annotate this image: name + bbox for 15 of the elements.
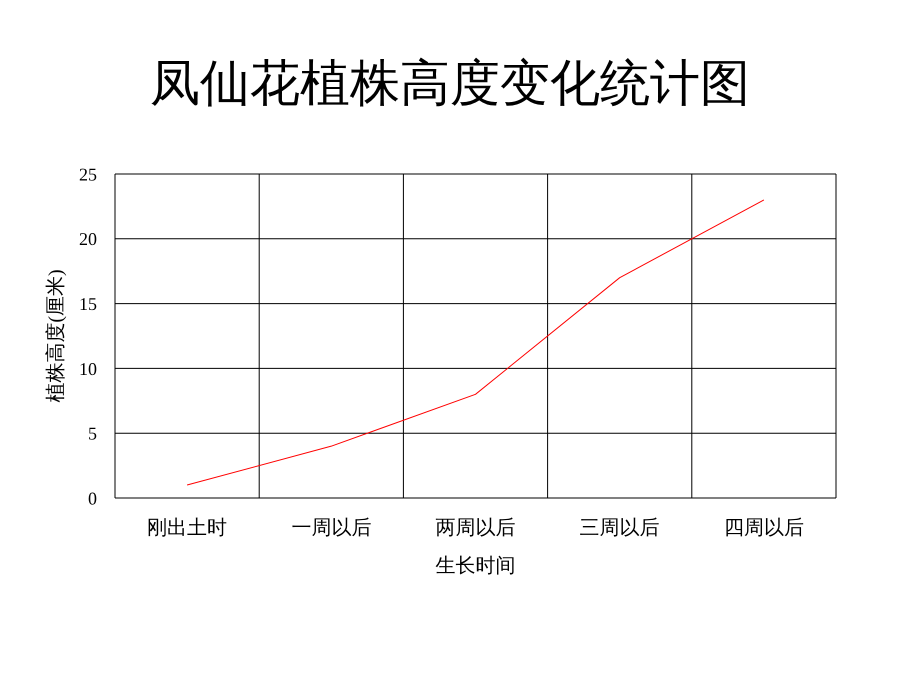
x-tick-label: 两周以后 <box>436 517 516 540</box>
y-tick-label: 0 <box>88 488 97 508</box>
y-tick-label: 10 <box>79 358 97 379</box>
line-series <box>186 199 764 486</box>
x-tick-label: 刚出土时 <box>147 517 228 540</box>
x-axis-title: 生长时间 <box>436 555 516 577</box>
y-tick-label: 20 <box>79 229 97 250</box>
chart-title: 凤仙花植株高度变化统计图 <box>149 54 751 112</box>
x-tick-label: 三周以后 <box>580 517 660 540</box>
y-tick-label: 15 <box>79 294 97 314</box>
x-tick-label: 四周以后 <box>724 517 804 540</box>
x-tick-label: 一周以后 <box>291 517 372 540</box>
y-tick-label: 25 <box>79 164 97 184</box>
y-tick-label: 5 <box>88 424 97 444</box>
y-axis-title: 植株高度(厘米) <box>44 269 68 403</box>
